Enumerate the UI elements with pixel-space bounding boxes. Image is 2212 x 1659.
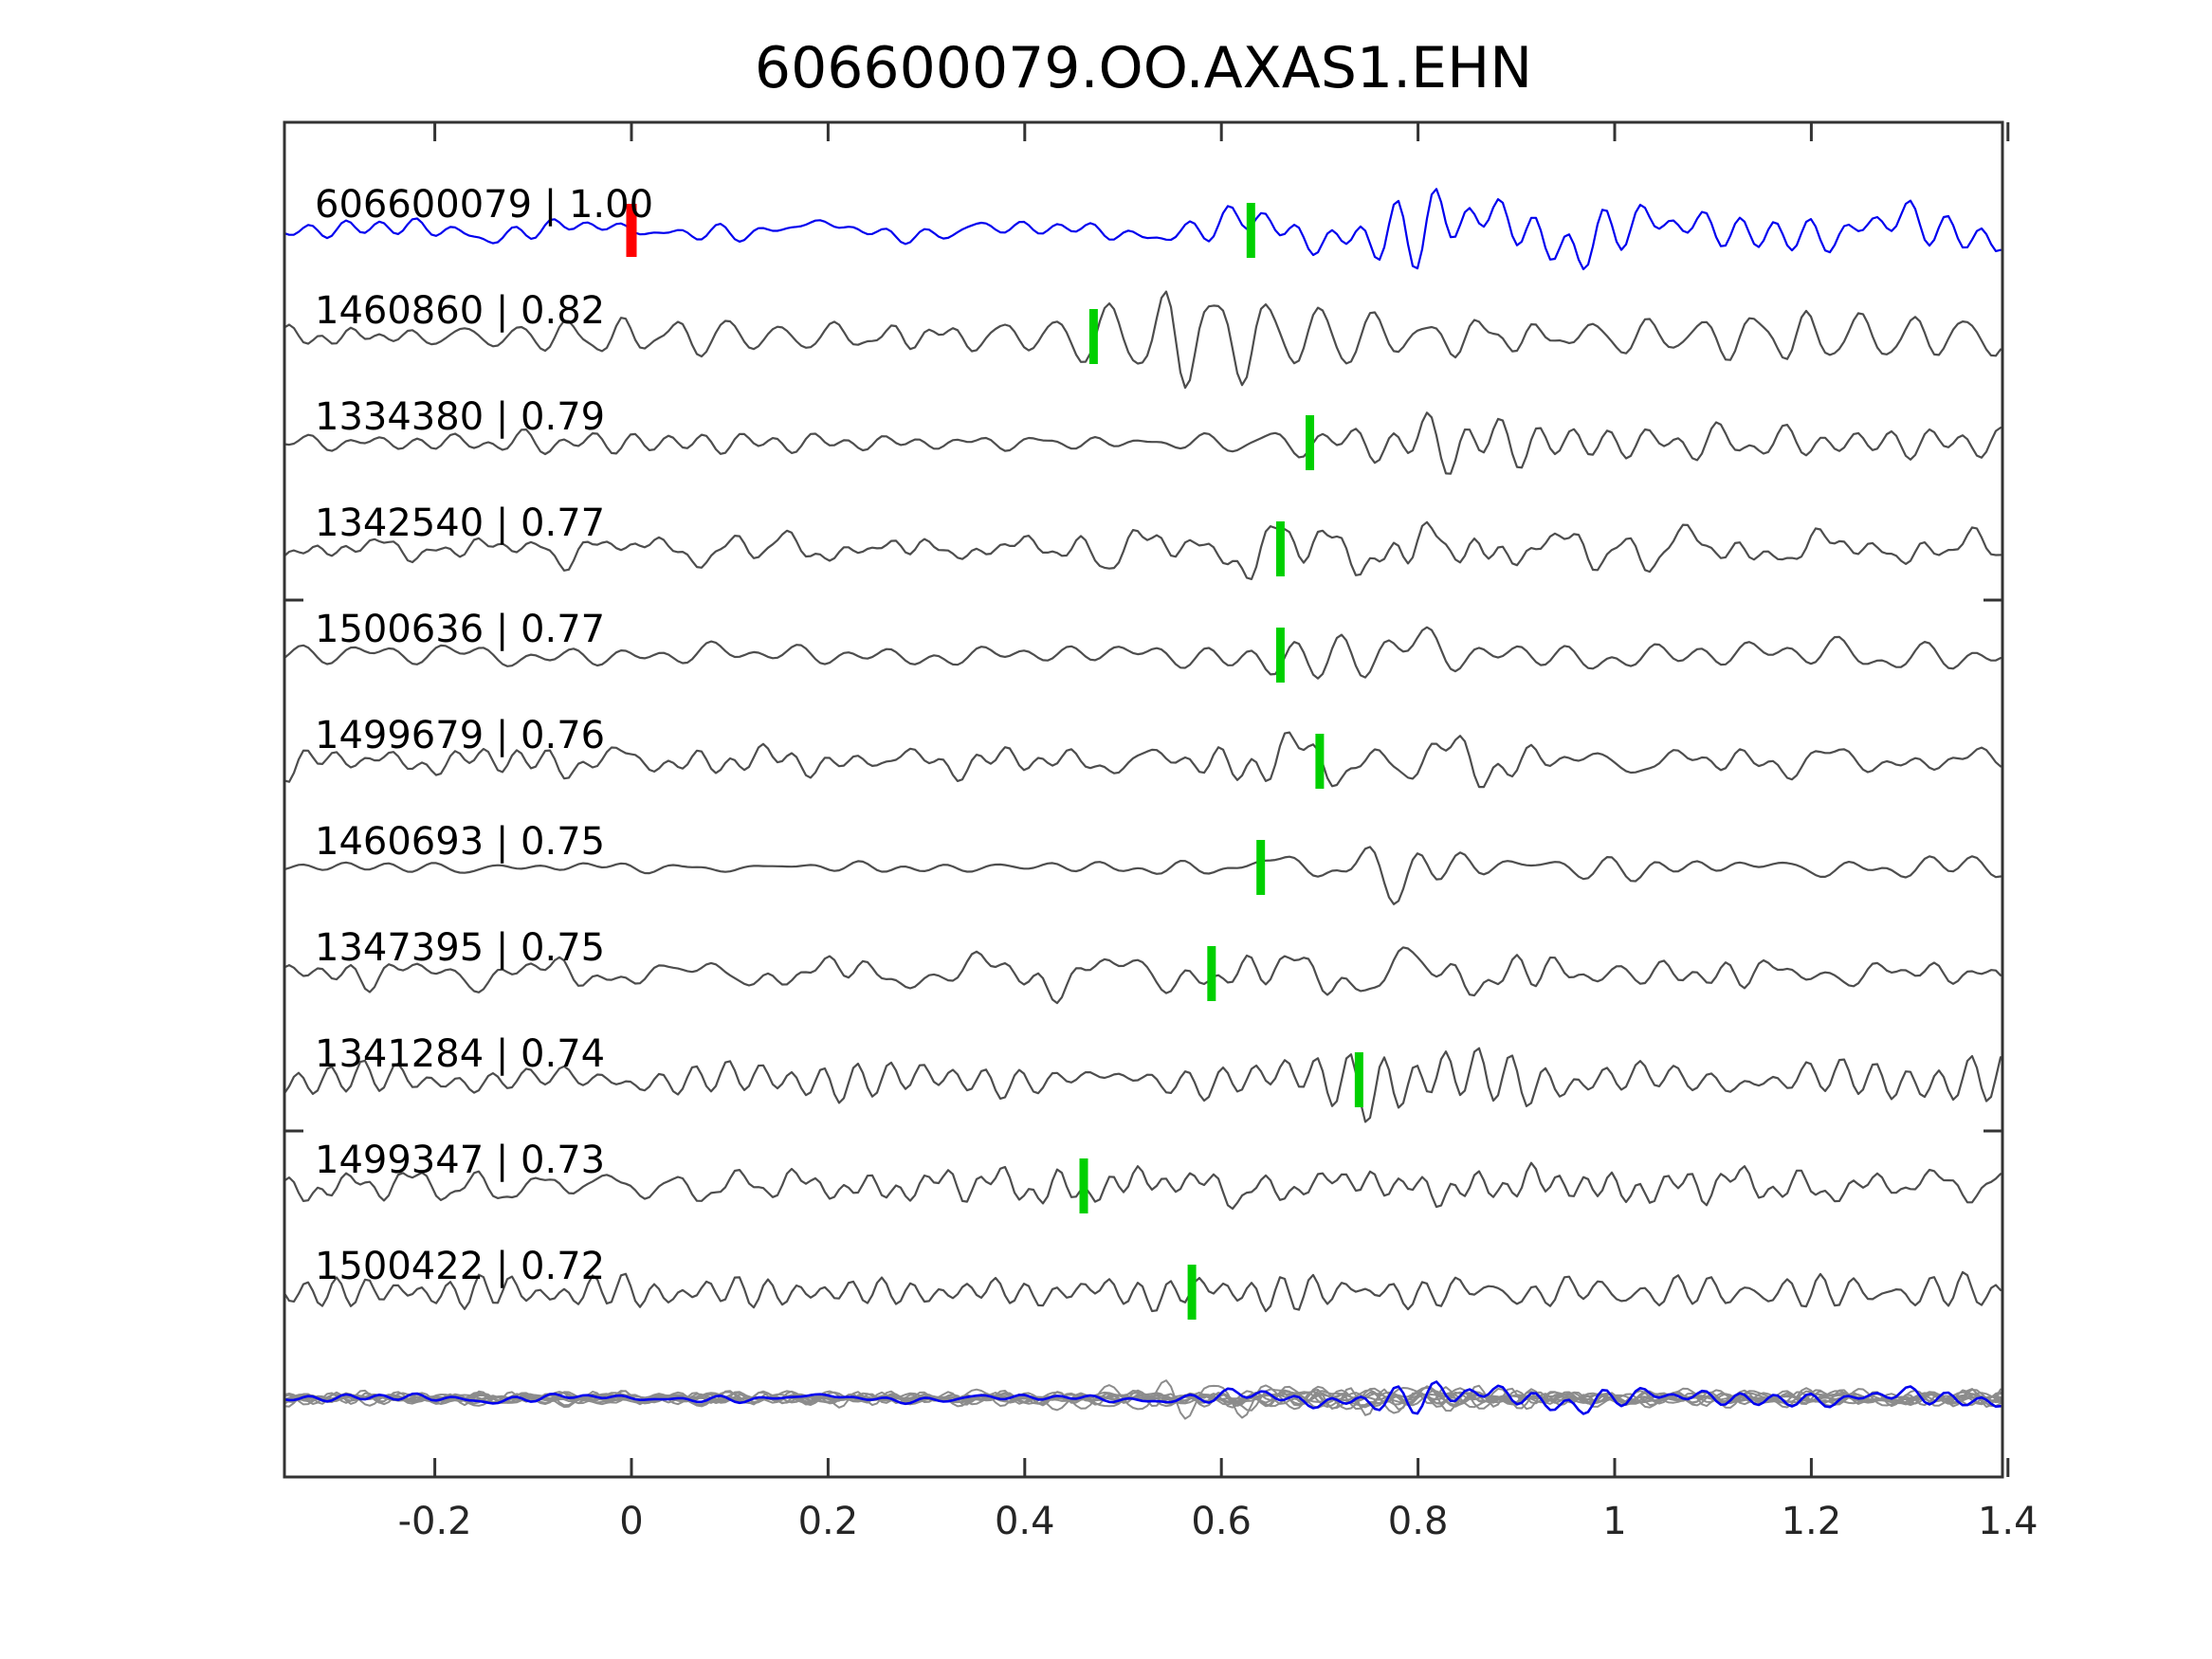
waveform-trace-1460693 [284,846,2002,905]
waveform-trace-1341284 [284,1047,2002,1123]
trace-label: 1342540 | 0.77 [315,501,605,545]
origin-marker [626,204,637,257]
waveform-trace-1347395 [284,946,2002,1005]
trace-labels: 606600079 | 1.00 1460860 | 0.82 1334380 | … [315,183,653,1288]
trace-label: 1500422 | 0.72 [315,1245,605,1288]
x-tick-label: 1.2 [1782,1500,1842,1543]
overlay-template-trace [284,1380,2002,1415]
x-tick-label: 0.8 [1388,1500,1449,1543]
x-tick-label: 0.2 [798,1500,859,1543]
trace-label: 1499347 | 0.73 [315,1139,605,1182]
x-tick-label: 1 [1602,1500,1626,1543]
pick-marker [1187,1265,1197,1320]
trace-label: 1347395 | 0.75 [315,926,605,970]
pick-marker [1079,1158,1088,1213]
trace-label: 1341284 | 0.74 [315,1032,605,1076]
waveform-trace-606600079 [284,188,2002,271]
trace-label: 1500636 | 0.77 [315,608,605,651]
pick-marker [1354,1052,1363,1107]
overlay-trace [284,1389,2002,1407]
pick-marker [1256,840,1266,895]
x-tick-label: 0.6 [1191,1500,1252,1543]
waveform-trace-1500422 [284,1270,2002,1313]
plot-border [283,120,2004,1479]
pick-marker [1207,946,1216,1001]
waveform-trace-1342540 [284,520,2002,581]
pick-marker [1275,521,1285,576]
x-tick-labels: -0.2 0 0.2 0.4 0.6 0.8 1 1.2 1.4 [398,1500,2038,1543]
x-tick-label: 1.4 [1978,1500,2038,1543]
x-tick-label: 0 [619,1500,643,1543]
trace-label: 1499679 | 0.76 [315,714,605,757]
pick-marker [1246,203,1255,258]
waveform-trace-1500636 [284,626,2002,680]
trace-label: 606600079 | 1.00 [315,183,653,227]
pick-markers [626,203,1363,1320]
waveform-trace-1460860 [284,290,2002,390]
axis-ticks [284,122,2010,1477]
x-tick-label: 0.4 [995,1500,1055,1543]
chart-title: 606600079.OO.AXAS1.EHN [755,35,1532,101]
trace-label: 1460860 | 0.82 [315,289,605,333]
waveform-trace-1499679 [284,731,2002,789]
waveform-trace-1334380 [284,411,2002,475]
pick-marker [1306,415,1315,470]
waveform-trace-1499347 [284,1161,2002,1211]
pick-marker [1275,628,1285,683]
pick-marker [1315,734,1325,789]
pick-marker [1088,309,1098,364]
x-tick-label: -0.2 [398,1500,472,1543]
trace-label: 1334380 | 0.79 [315,395,605,439]
waveform-traces [284,188,2002,1420]
trace-label: 1460693 | 0.75 [315,820,605,864]
